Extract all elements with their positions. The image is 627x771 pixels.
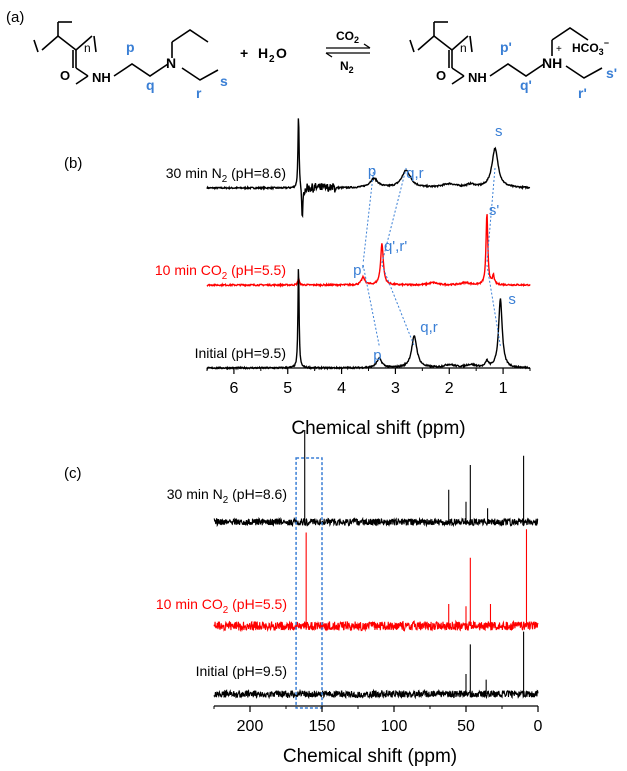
series-label: 30 min N2 (pH=8.6) [167, 486, 287, 506]
peak-annotation: q',r' [384, 238, 407, 255]
x-tick-label: 100 [381, 718, 408, 735]
scheme-left-amine-n: N [166, 55, 176, 71]
peak-guide-line [382, 265, 414, 346]
peak-annotation: q,r [420, 319, 438, 336]
panel-label-a: (a) [6, 9, 24, 26]
scheme-right-o: O [436, 68, 446, 83]
scheme-right-n-subscript: n [460, 41, 467, 55]
label-s: s [220, 73, 228, 89]
series-label-main: 30 min N [167, 486, 223, 502]
x-tick-label: 6 [229, 380, 238, 397]
peak-annotation: p' [353, 262, 364, 279]
series-label-main: 10 min CO [156, 596, 223, 612]
x-axis-title: Chemical shift (ppm) [291, 418, 465, 439]
label-p-prime: p' [500, 39, 512, 55]
series-label-rest: (pH=5.5) [227, 262, 286, 278]
series-label-main: Initial (pH=9.5) [195, 345, 286, 361]
equilibrium-arrow [326, 44, 370, 57]
x-axis-title: Chemical shift (ppm) [283, 746, 457, 767]
peak-annotation: p [368, 163, 376, 180]
scheme-left-o: O [60, 68, 70, 83]
scheme-left-nh: NH [92, 70, 111, 85]
panel-label-c: (c) [64, 465, 82, 482]
x-tick-label: 0 [534, 718, 543, 735]
chart-1h-nmr: 30 min N2 (pH=8.6)10 min CO2 (pH=5.5)Ini… [155, 118, 530, 439]
scheme-plus: + [240, 45, 248, 61]
series-label-rest: (pH=8.6) [227, 165, 286, 181]
series-label: 10 min CO2 (pH=5.5) [155, 262, 286, 282]
x-tick-label: 3 [391, 380, 400, 397]
label-s-prime: s' [606, 65, 617, 81]
water-subscript: 2 [269, 54, 275, 65]
peak-annotation: s [508, 291, 516, 308]
x-tick-label: 50 [457, 718, 475, 735]
series-label-main: Initial (pH=9.5) [196, 663, 287, 679]
series-label-rest: (pH=8.6) [228, 486, 287, 502]
peak-guide-line [363, 168, 374, 263]
positive-charge: + [556, 44, 562, 55]
chart-13c-nmr: 30 min N2 (pH=8.6) 10 min CO2 (pH=5.5) Ini… [156, 430, 543, 767]
peak-annotation: s [495, 123, 503, 140]
spectrum-trace [214, 430, 538, 525]
x-tick-label: 150 [309, 718, 336, 735]
x-tick-label: 1 [499, 380, 508, 397]
highlight-box [296, 458, 322, 708]
water-h: H [258, 45, 268, 61]
series-label: Initial (pH=9.5) [195, 345, 286, 361]
x-tick-label: 5 [283, 380, 292, 397]
series-label: 10 min CO2 (pH=5.5) [156, 596, 287, 616]
arrow-n2: N2 [340, 59, 354, 75]
x-tick-label: 4 [337, 380, 346, 397]
peak-annotation: p [373, 347, 381, 364]
series-label: 30 min N2 (pH=8.6) [166, 165, 286, 185]
series-label-main: 30 min N [166, 165, 222, 181]
peak-annotation: s' [489, 202, 500, 219]
label-r-prime: r' [578, 85, 587, 101]
bicarbonate: HCO3− [572, 38, 609, 57]
spectrum-trace [214, 529, 538, 630]
peak-guide-line [363, 265, 379, 346]
label-p: p [126, 39, 135, 55]
arrow-co2: CO2 [336, 29, 359, 45]
panel-label-b: (b) [64, 155, 82, 172]
label-q: q [146, 77, 155, 93]
water-o: O [276, 45, 287, 61]
scheme-right-nh-plus: NH [542, 55, 562, 71]
x-tick-label: 2 [445, 380, 454, 397]
water: H 2 O [258, 45, 287, 65]
label-q-prime: q' [520, 77, 532, 93]
x-tick-label: 200 [237, 718, 264, 735]
peak-annotation: q,r [406, 165, 424, 182]
series-label-rest: (pH=5.5) [228, 596, 287, 612]
series-label: Initial (pH=9.5) [196, 663, 287, 679]
scheme-left-n-subscript: n [84, 41, 91, 55]
reaction-scheme: (a) n O NH N p q r s + H 2 O [6, 9, 617, 101]
series-label-main: 10 min CO [155, 262, 222, 278]
scheme-right-nh: NH [468, 70, 487, 85]
label-r: r [196, 85, 202, 101]
